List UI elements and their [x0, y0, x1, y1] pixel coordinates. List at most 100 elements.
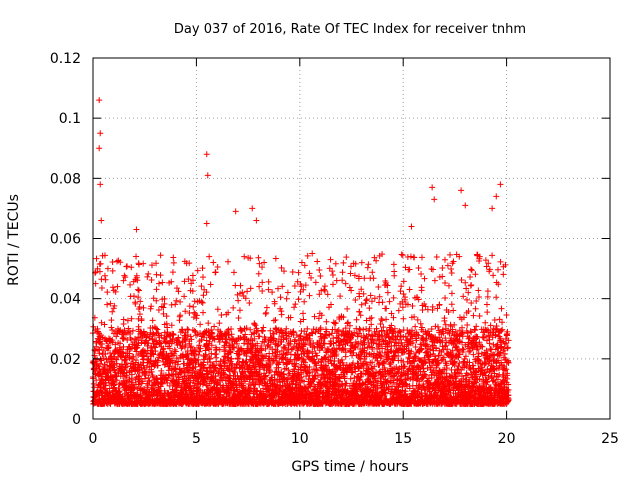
data-point: [165, 367, 172, 374]
data-point: [111, 380, 118, 387]
data-points: [89, 97, 512, 407]
data-point: [314, 367, 321, 374]
data-point: [256, 333, 263, 340]
data-point: [142, 375, 149, 382]
data-point: [184, 326, 191, 333]
data-point: [455, 363, 462, 370]
data-point: [148, 368, 155, 375]
data-point: [142, 368, 149, 375]
data-point: [154, 326, 161, 333]
data-point: [174, 387, 181, 394]
data-point: [150, 351, 157, 358]
data-point: [196, 342, 203, 349]
data-point: [448, 301, 455, 308]
data-point: [259, 328, 266, 335]
data-point: [99, 340, 106, 347]
data-point: [199, 299, 206, 306]
data-point: [98, 284, 105, 291]
data-point: [246, 299, 253, 306]
data-point: [113, 377, 120, 384]
data-point: [158, 367, 165, 374]
data-point: [214, 306, 221, 313]
data-point: [202, 351, 209, 358]
data-point: [375, 283, 382, 290]
data-point: [129, 360, 136, 367]
data-point: [143, 334, 150, 341]
chart-title: Day 037 of 2016, Rate Of TEC Index for r…: [174, 22, 526, 37]
data-point: [145, 340, 152, 347]
data-point: [461, 355, 468, 362]
data-point: [94, 346, 101, 353]
data-point: [197, 345, 204, 352]
data-point: [140, 362, 147, 369]
data-point: [166, 372, 173, 379]
data-point: [120, 343, 127, 350]
data-point: [133, 357, 140, 364]
data-point: [97, 387, 104, 394]
data-point: [228, 331, 235, 338]
data-point: [462, 279, 469, 286]
data-point: [261, 339, 268, 346]
data-point: [105, 344, 112, 351]
data-point: [154, 362, 161, 369]
data-point: [104, 289, 111, 296]
data-point: [98, 389, 105, 396]
data-point: [158, 332, 165, 339]
data-point: [127, 330, 134, 337]
data-point: [106, 363, 113, 370]
data-point: [384, 289, 391, 296]
data-point: [161, 329, 168, 336]
data-point: [128, 336, 135, 343]
data-point: [414, 316, 421, 323]
data-point: [165, 375, 172, 382]
data-point: [466, 348, 473, 355]
data-point: [134, 386, 141, 393]
data-point: [135, 340, 142, 347]
data-point: [109, 327, 116, 334]
data-point: [131, 384, 138, 391]
data-point: [166, 382, 173, 389]
data-point: [108, 317, 115, 324]
data-point: [136, 311, 143, 318]
data-point: [152, 348, 159, 355]
data-point: [282, 345, 289, 352]
data-point: [187, 360, 194, 367]
data-point: [129, 327, 136, 334]
data-point: [184, 348, 191, 355]
data-point: [119, 349, 126, 356]
data-point: [104, 366, 111, 373]
data-point: [157, 340, 164, 347]
data-point: [195, 351, 202, 358]
data-point: [202, 352, 209, 359]
data-point: [132, 376, 139, 383]
data-point: [111, 366, 118, 373]
data-point: [128, 371, 135, 378]
data-point: [172, 348, 179, 355]
data-point: [196, 348, 203, 355]
data-point: [101, 362, 108, 369]
data-point: [235, 315, 242, 322]
data-point: [102, 382, 109, 389]
data-point: [155, 307, 162, 314]
data-point: [200, 309, 207, 316]
data-point: [191, 347, 198, 354]
data-point: [116, 388, 123, 395]
data-point: [354, 333, 361, 340]
data-point: [256, 381, 263, 388]
data-point: [366, 305, 373, 312]
data-point: [164, 379, 171, 386]
data-point: [267, 327, 274, 334]
data-point: [170, 331, 177, 338]
data-point: [197, 321, 204, 328]
data-point: [101, 385, 108, 392]
data-point: [304, 347, 311, 354]
data-point: [395, 307, 402, 314]
data-point: [151, 338, 158, 345]
data-point: [122, 364, 129, 371]
data-point: [146, 369, 153, 376]
data-point: [126, 350, 133, 357]
data-point: [462, 353, 469, 360]
data-point: [149, 373, 156, 380]
data-point: [300, 310, 307, 317]
